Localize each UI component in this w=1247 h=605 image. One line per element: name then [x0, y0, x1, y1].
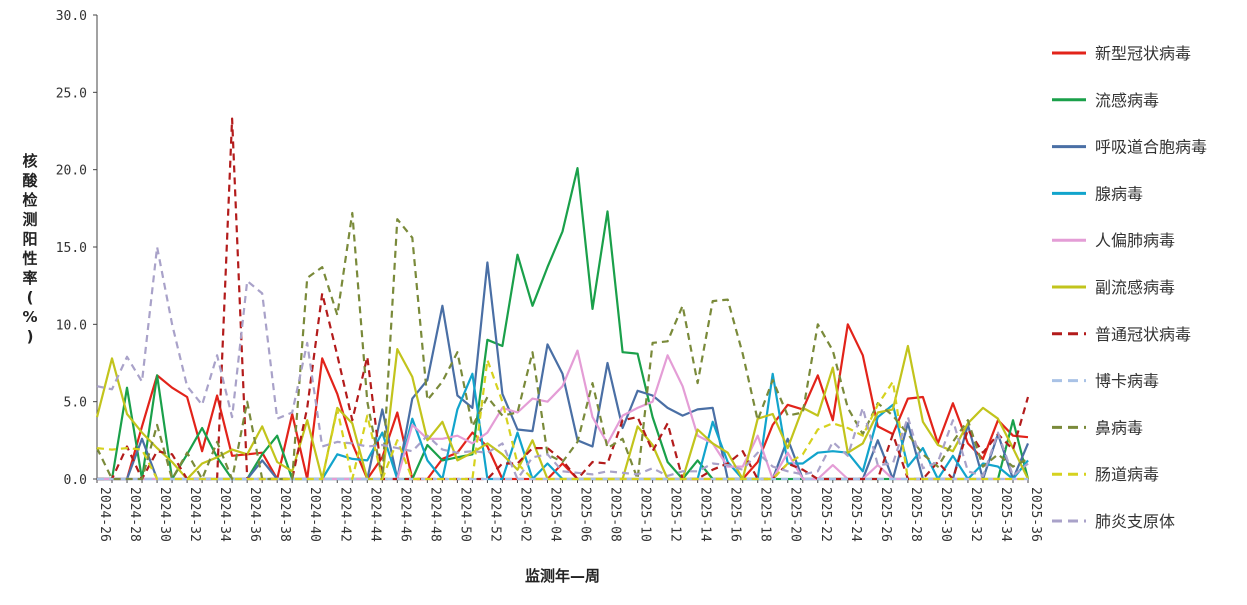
- series-line: [96, 245, 1029, 481]
- x-tick-label: 2025-18: [758, 487, 773, 542]
- series-line: [97, 117, 1030, 481]
- x-tick-label: 2024-50: [457, 487, 472, 542]
- x-tick-label: 2025-24: [848, 487, 863, 542]
- x-tick-label: 2025-30: [938, 487, 953, 542]
- y-tick-label: 25.0: [56, 86, 87, 101]
- x-tick-label: 2025-10: [638, 487, 653, 542]
- x-tick-label: 2025-02: [517, 487, 532, 542]
- y-tick-label: 30.0: [56, 9, 87, 24]
- x-tick-label: 2025-20: [788, 487, 803, 542]
- y-axis-ticks: 0.0 5.0 10.0 15.0 20.0 25.0 30.0: [56, 9, 97, 488]
- legend-label: 人偏肺病毒: [1095, 231, 1175, 250]
- legend-label: 呼吸道合胞病毒: [1095, 138, 1207, 157]
- series-line: [97, 323, 1029, 481]
- x-tick-label: 2025-28: [908, 487, 923, 542]
- x-tick-label: 2025-22: [818, 487, 833, 542]
- y-tick-label: 15.0: [56, 241, 87, 256]
- y-axis-title: 核酸检测阳性率(%): [22, 152, 38, 346]
- x-tick-label: 2024-38: [277, 487, 292, 542]
- y-tick-label: 0.0: [64, 473, 87, 488]
- x-tick-label: 2025-06: [578, 487, 593, 542]
- x-tick-label: 2024-26: [97, 487, 112, 542]
- legend-label: 普通冠状病毒: [1095, 325, 1191, 344]
- legend-label: 肠道病毒: [1095, 465, 1159, 484]
- y-tick-label: 5.0: [64, 396, 87, 411]
- series-line: [97, 261, 1030, 481]
- x-tick-label: 2025-08: [608, 487, 623, 542]
- x-tick-label: 2025-36: [1028, 487, 1043, 542]
- legend-label: 流感病毒: [1095, 91, 1159, 110]
- x-tick-label: 2024-42: [337, 487, 352, 542]
- x-tick-label: 2024-30: [157, 487, 172, 542]
- legend: 新型冠状病毒流感病毒呼吸道合胞病毒腺病毒人偏肺病毒副流感病毒普通冠状病毒博卡病毒…: [1052, 44, 1207, 531]
- x-tick-label: 2024-46: [397, 487, 412, 542]
- legend-label: 副流感病毒: [1095, 278, 1175, 297]
- legend-label: 腺病毒: [1095, 184, 1143, 203]
- series-line: [96, 358, 1028, 481]
- x-tick-label: 2024-28: [127, 487, 142, 542]
- x-axis-ticks: 2024-26 2024-28 2024-30 2024-32 2024-34 2024-…: [96, 479, 1043, 542]
- x-tick-label: 2025-14: [698, 487, 713, 542]
- x-tick-label: 2024-36: [247, 487, 262, 542]
- x-tick-label: 2024-40: [307, 487, 322, 542]
- legend-label: 博卡病毒: [1095, 372, 1159, 391]
- x-axis-title: 监测年—周: [525, 567, 600, 585]
- y-tick-label: 10.0: [56, 318, 87, 333]
- y-tick-label: 20.0: [56, 164, 87, 179]
- x-tick-label: 2025-32: [968, 487, 983, 542]
- x-tick-label: 2024-32: [187, 487, 202, 542]
- x-tick-label: 2025-04: [547, 487, 562, 542]
- series-lines: [95, 117, 1030, 481]
- legend-label: 新型冠状病毒: [1095, 44, 1191, 63]
- x-tick-label: 2024-52: [487, 487, 502, 542]
- legend-label: 鼻病毒: [1095, 418, 1143, 437]
- x-tick-label: 2024-44: [367, 487, 382, 542]
- legend-label: 肺炎支原体: [1095, 512, 1175, 531]
- x-tick-label: 2024-34: [217, 487, 232, 542]
- x-tick-label: 2025-16: [728, 487, 743, 542]
- x-tick-label: 2025-12: [668, 487, 683, 542]
- x-tick-label: 2025-34: [998, 487, 1013, 542]
- x-tick-label: 2025-26: [878, 487, 893, 542]
- x-tick-label: 2024-48: [427, 487, 442, 542]
